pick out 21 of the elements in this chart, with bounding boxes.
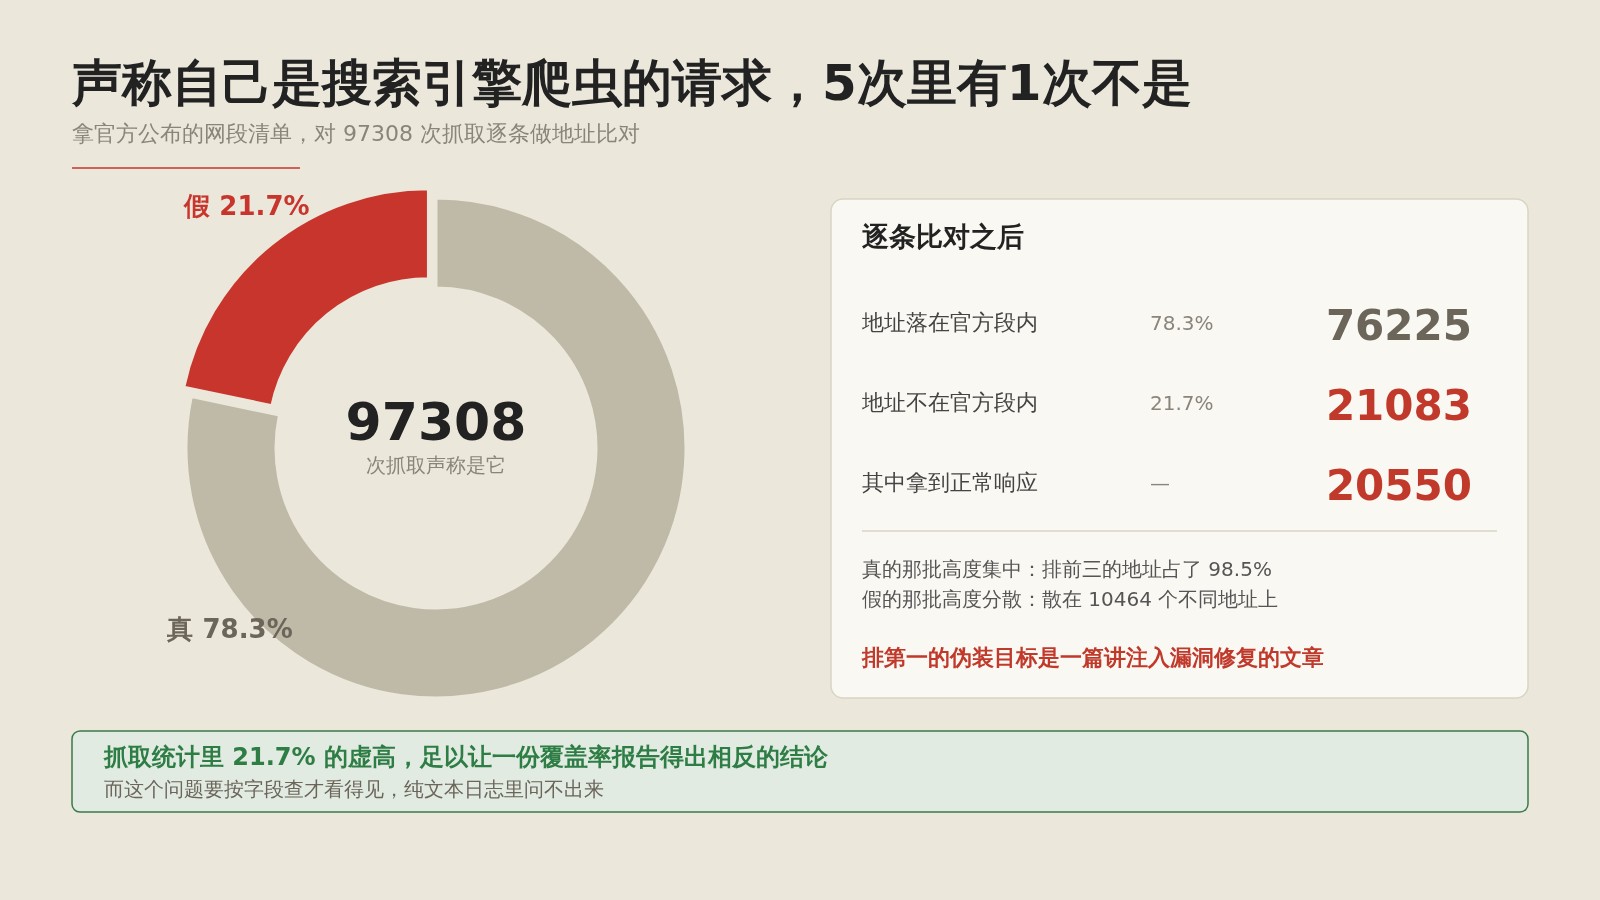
text: 76225 xyxy=(1325,301,1472,350)
chart-subtitle: 拿官方公布的网段清单，对 97308 次抓取逐条做地址比对 xyxy=(72,121,640,146)
text: 78.3% xyxy=(1150,311,1214,335)
text: — xyxy=(1150,471,1170,495)
text: 逐条比对之后 xyxy=(862,221,1024,252)
text: 地址不在官方段内 xyxy=(861,390,1038,415)
text: 21.7% xyxy=(1150,391,1214,415)
text: 排第一的伪装目标是一篇讲注入漏洞修复的文章 xyxy=(861,645,1324,670)
text: 而这个问题要按字段查才看得见，纯文本日志里问不出来 xyxy=(104,777,604,801)
text: 假的那批高度分散：散在 10464 个不同地址上 xyxy=(862,587,1279,611)
text: 抓取统计里 21.7% 的虚高，足以让一份覆盖率报告得出相反的结论 xyxy=(103,743,829,771)
text: 97308 xyxy=(345,392,527,452)
text: 其中拿到正常响应 xyxy=(862,470,1038,495)
text: 真的那批高度集中：排前三的地址占了 98.5% xyxy=(862,557,1272,581)
slice-label: 真 78.3% xyxy=(166,613,293,644)
text: 20550 xyxy=(1325,461,1472,510)
chart-title: 声称自己是搜索引擎爬虫的请求，5次里有1次不是 xyxy=(71,54,1192,112)
text: 次抓取声称是它 xyxy=(366,453,506,477)
text: 地址落在官方段内 xyxy=(861,310,1038,335)
text: 21083 xyxy=(1325,381,1472,430)
slice-label: 假 21.7% xyxy=(183,191,310,222)
